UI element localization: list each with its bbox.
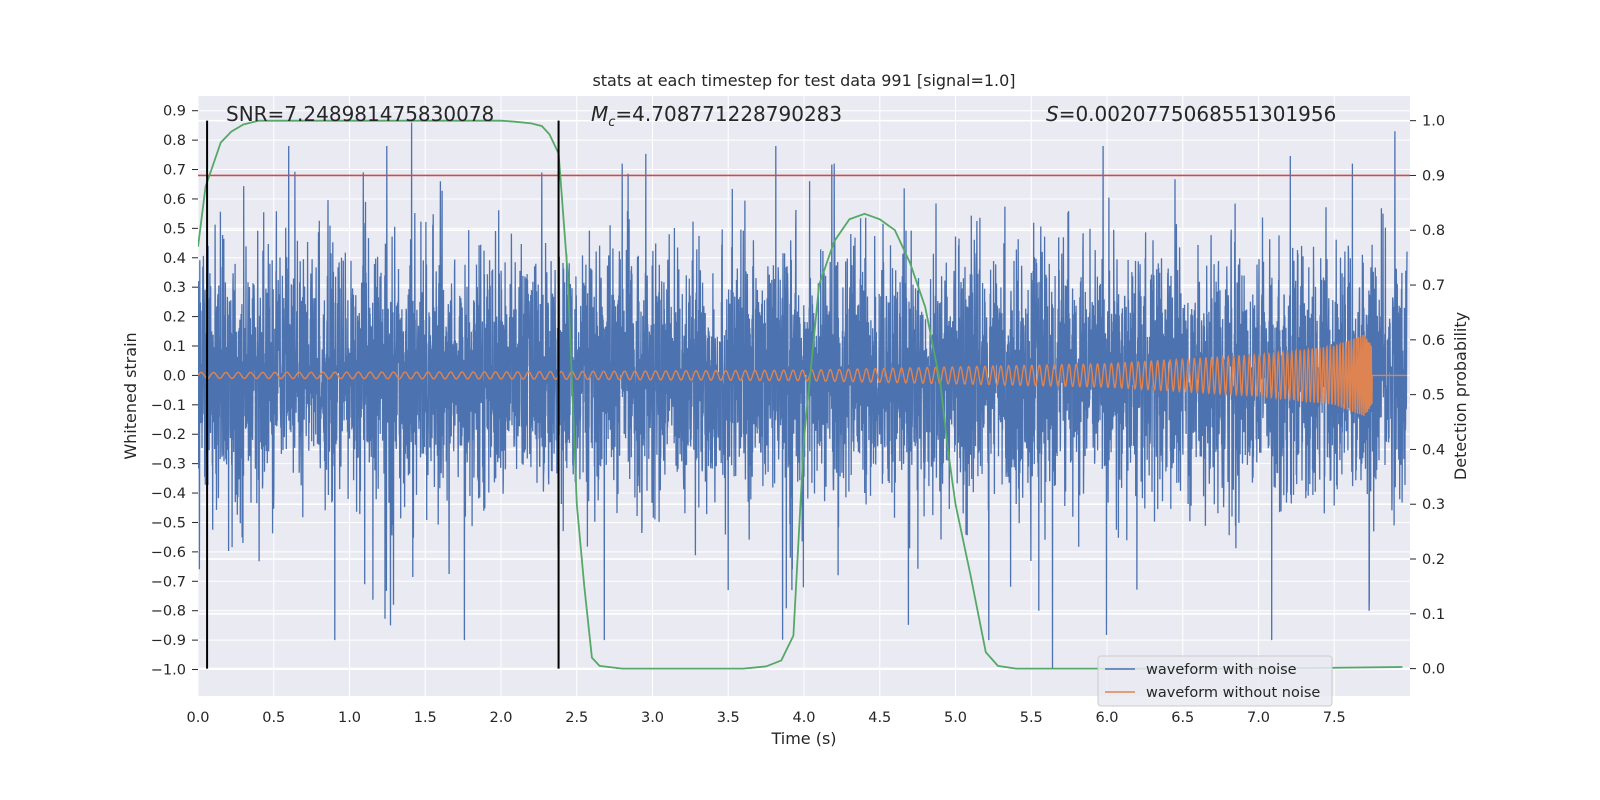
x-tick-label: 4.5 xyxy=(868,710,891,726)
chirp-mass-subscript: c xyxy=(608,115,615,130)
legend-label-noise: waveform with noise xyxy=(1146,662,1297,678)
y-tick-label-right: 0.9 xyxy=(1422,168,1445,184)
x-tick-label: 4.0 xyxy=(792,710,815,726)
y-tick-label-right: 0.7 xyxy=(1422,278,1445,294)
x-tick-label: 1.0 xyxy=(338,710,361,726)
y-tick-label-right: 0.3 xyxy=(1422,497,1445,513)
y-tick-label-right: 0.1 xyxy=(1422,607,1445,623)
y-tick-label-left: 0.5 xyxy=(163,221,186,237)
chart-title: stats at each timestep for test data 991… xyxy=(592,71,1015,90)
y-tick-label-left: 0.6 xyxy=(163,192,186,208)
s-value: =0.0020775068551301956 xyxy=(1059,102,1337,126)
y-tick-label-left: −0.3 xyxy=(151,457,186,473)
y-tick-label-left: −0.9 xyxy=(151,633,186,649)
y-tick-label-left: 0.1 xyxy=(163,339,186,355)
y-tick-label-left: −0.8 xyxy=(151,604,186,620)
y-tick-label-left: 0.4 xyxy=(163,251,186,267)
y-tick-label-right: 0.2 xyxy=(1422,552,1445,568)
x-tick-label: 3.0 xyxy=(641,710,664,726)
y-tick-label-right: 0.4 xyxy=(1422,442,1445,458)
y-tick-label-left: −0.4 xyxy=(151,486,186,502)
x-tick-label: 7.0 xyxy=(1247,710,1270,726)
noisy-strain-line xyxy=(198,122,1408,670)
y-tick-label-left: −0.7 xyxy=(151,574,186,590)
y-tick-label-left: 0.7 xyxy=(163,163,186,179)
y-axis-label-right: Detection probability xyxy=(1451,312,1470,480)
chirp-mass-value: =4.708771228790283 xyxy=(615,102,842,126)
x-tick-label: 0.5 xyxy=(262,710,285,726)
y-axis-label-left: Whitened strain xyxy=(121,332,140,459)
y-tick-label-right: 1.0 xyxy=(1422,114,1445,130)
x-tick-label: 2.5 xyxy=(565,710,588,726)
y-tick-label-left: −0.6 xyxy=(151,545,186,561)
x-tick-label: 2.0 xyxy=(489,710,512,726)
s-annotation: S=0.0020775068551301956 xyxy=(1046,102,1336,126)
legend-box xyxy=(1097,655,1333,707)
x-axis-label: Time (s) xyxy=(770,729,836,748)
x-tick-label: 1.5 xyxy=(414,710,437,726)
y-tick-label-left: 0.3 xyxy=(163,280,186,296)
detection-probability-line xyxy=(198,119,1403,670)
x-tick-label: 0.0 xyxy=(186,710,209,726)
series-layer xyxy=(198,119,1410,670)
y-tick-label-left: −1.0 xyxy=(151,663,186,679)
x-tick-label: 6.0 xyxy=(1095,710,1118,726)
y-tick-label-left: 0.0 xyxy=(163,368,186,384)
y-axis-right: 1.0 0.9 0.8 0.7 0.6 0.5 0.4 0.3 0.2 0.1 0.0 xyxy=(1410,114,1445,678)
y-tick-label-right: 0.0 xyxy=(1422,662,1445,678)
legend: waveform with noise waveform without noi… xyxy=(1097,655,1333,707)
snr-annotation: SNR=7.248981475830078 xyxy=(226,102,494,126)
y-tick-label-right: 0.6 xyxy=(1422,333,1445,349)
y-tick-label-left: −0.1 xyxy=(151,398,186,414)
x-axis: 0.0 0.5 1.0 1.5 2.0 2.5 3.0 3.5 4.0 4.5 5.0 5.5 6.0 6… xyxy=(186,710,1345,726)
x-tick-label: 5.0 xyxy=(944,710,967,726)
x-tick-label: 6.5 xyxy=(1171,710,1194,726)
clean-waveform-line xyxy=(198,334,1407,416)
y-tick-label-left: 0.2 xyxy=(163,310,186,326)
chirp-mass-annotation: Mc=4.708771228790283 xyxy=(591,102,842,130)
s-symbol: S xyxy=(1046,102,1059,126)
legend-label-signal: waveform without noise xyxy=(1146,685,1320,701)
chirp-mass-symbol: M xyxy=(591,102,608,126)
y-tick-label-left: −0.2 xyxy=(151,427,186,443)
x-tick-label: 7.5 xyxy=(1323,710,1346,726)
y-tick-label-right: 0.8 xyxy=(1422,223,1445,239)
y-axis-left: 0.9 0.8 0.7 0.6 0.5 0.4 0.3 0.2 0.1 0.0 −0.1 −0.2 −0… xyxy=(151,104,198,679)
y-tick-label-left: 0.8 xyxy=(163,133,186,149)
x-tick-label: 3.5 xyxy=(717,710,740,726)
y-tick-label-right: 0.5 xyxy=(1422,388,1445,404)
x-tick-label: 5.5 xyxy=(1020,710,1043,726)
y-tick-label-left: −0.5 xyxy=(151,515,186,531)
y-tick-label-left: 0.9 xyxy=(163,104,186,120)
